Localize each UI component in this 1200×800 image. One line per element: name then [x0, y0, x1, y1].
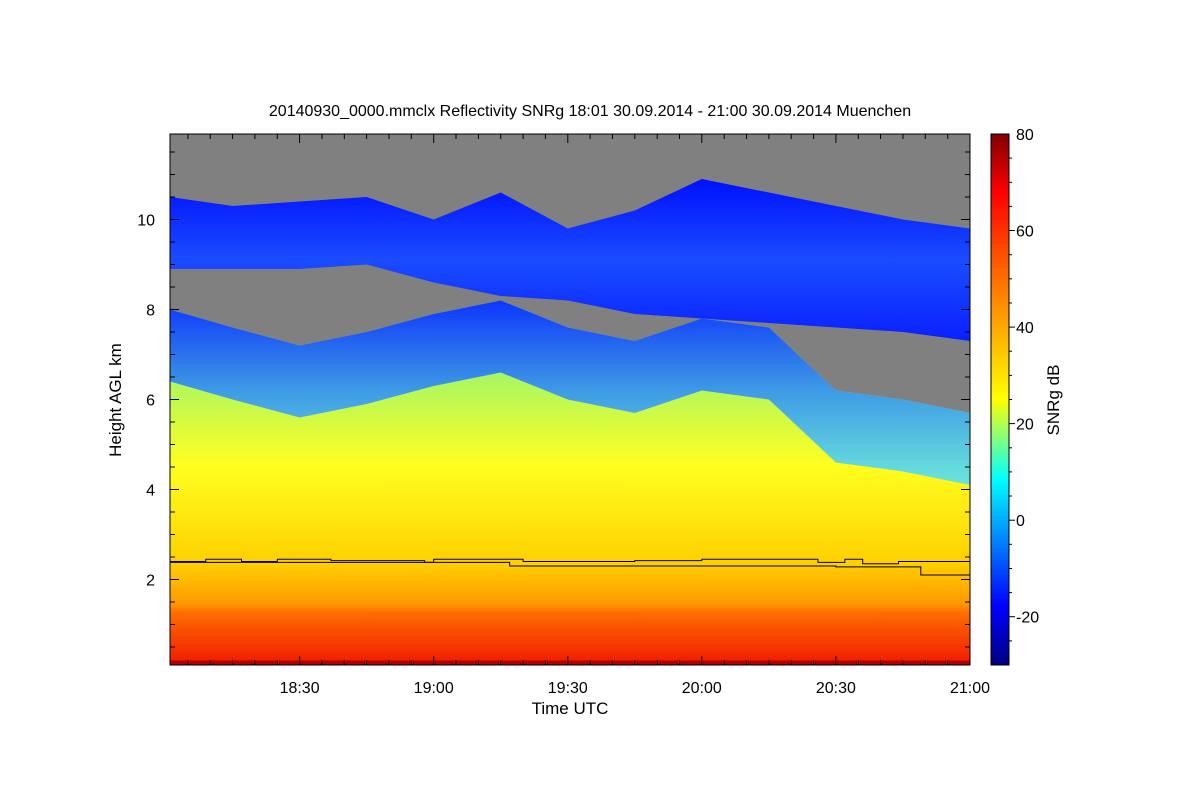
y-tick-label: 4 — [146, 483, 155, 500]
colorbar — [990, 133, 1010, 666]
y-tick-label: 10 — [137, 213, 155, 230]
plot-area — [170, 134, 970, 665]
y-tick-label: 2 — [146, 573, 155, 590]
x-tick-label: 19:30 — [548, 680, 588, 697]
x-tick-label: 20:30 — [816, 680, 856, 697]
x-axis: 18:30 19:00 19:30 20:00 20:30 21:00 — [187, 134, 990, 697]
y-axis: 2 4 6 8 10 — [137, 151, 970, 648]
colorbar-tick-label: 40 — [1016, 320, 1034, 337]
chart-title: 20140930_0000.mmclx Reflectivity SNRg 18… — [269, 103, 911, 120]
x-tick-label: 19:00 — [414, 680, 454, 697]
x-tick-label: 21:00 — [950, 680, 990, 697]
colorbar-label: SNRg dB — [1044, 365, 1063, 436]
colorbar-tick-label: -20 — [1016, 610, 1039, 627]
surface-band — [170, 660, 970, 665]
colorbar-axis: 80 60 40 20 0 -20 — [1009, 127, 1039, 642]
colorbar-tick-label: 20 — [1016, 417, 1034, 434]
x-axis-label: Time UTC — [532, 699, 609, 718]
boundary-line-2 — [170, 561, 970, 576]
upper-cloud-band — [170, 179, 970, 341]
colorbar-tick-label: 0 — [1016, 513, 1025, 530]
colorbar-tick-label: 60 — [1016, 224, 1034, 241]
colorbar-tick-label: 80 — [1016, 127, 1034, 144]
x-tick-label: 20:00 — [682, 680, 722, 697]
y-axis-label: Height AGL km — [106, 343, 125, 457]
x-tick-label: 18:30 — [280, 680, 320, 697]
boundary-line-1 — [170, 558, 970, 565]
lower-cloud-top-fringe — [170, 300, 970, 485]
y-tick-label: 8 — [146, 303, 155, 320]
y-tick-label: 6 — [146, 393, 155, 410]
